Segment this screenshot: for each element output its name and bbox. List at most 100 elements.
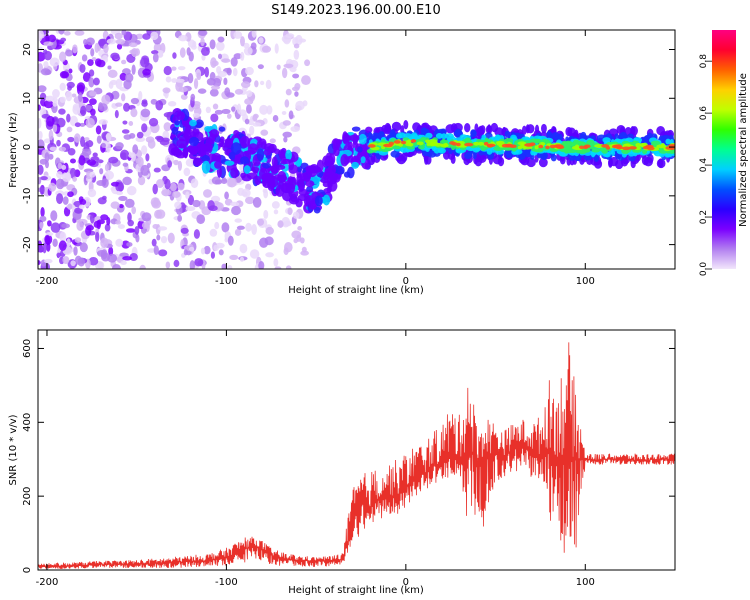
signal-blob: [250, 166, 260, 172]
noise-blob: [58, 108, 66, 115]
noise-blob: [178, 86, 188, 93]
signal-blob: [305, 180, 315, 188]
signal-blob: [333, 147, 340, 157]
noise-blob: [47, 220, 52, 227]
noise-blob: [210, 85, 221, 90]
noise-blob: [147, 139, 156, 149]
signal-blob: [176, 111, 186, 121]
carrier-blob: [477, 141, 485, 146]
carrier-blob: [622, 146, 631, 151]
noise-blob: [63, 31, 71, 36]
noise-blob: [211, 176, 222, 185]
carrier-blob: [571, 145, 580, 150]
noise-blob: [79, 242, 88, 253]
noise-blob: [152, 224, 159, 229]
carrier-blob: [657, 158, 664, 168]
signal-blob: [277, 174, 288, 182]
noise-blob: [164, 178, 171, 190]
noise-blob: [74, 122, 81, 128]
carrier-blob: [656, 144, 667, 149]
snr-xtick-label: -200: [36, 577, 59, 588]
carrier-blob: [450, 154, 456, 165]
noise-blob: [74, 207, 83, 214]
noise-blob: [288, 110, 294, 120]
noise-blob: [221, 58, 231, 63]
signal-blob: [282, 158, 292, 165]
noise-blob: [246, 104, 252, 114]
carrier-blob: [416, 141, 424, 146]
noise-blob: [209, 39, 216, 50]
noise-blob: [120, 149, 130, 161]
noise-blob: [141, 123, 148, 133]
noise-blob: [282, 120, 291, 126]
noise-blob: [72, 44, 78, 54]
noise-blob: [78, 155, 86, 166]
noise-blob: [90, 108, 96, 116]
carrier-blob: [545, 145, 550, 150]
noise-blob: [52, 89, 60, 99]
noise-blob: [74, 237, 82, 244]
noise-blob: [189, 260, 196, 269]
snr-line-layer: [38, 342, 675, 569]
noise-blob: [284, 242, 293, 253]
snr-xtick-label: 100: [576, 577, 595, 588]
noise-blob: [155, 135, 164, 141]
noise-blob: [141, 99, 148, 105]
noise-blob: [67, 136, 75, 143]
signal-blob: [240, 135, 250, 148]
noise-blob: [135, 158, 142, 164]
noise-blob: [180, 227, 189, 234]
snr-ytick-label: 600: [22, 339, 33, 358]
signal-blob: [254, 175, 262, 186]
carrier-blob: [408, 142, 414, 147]
signal-blob: [298, 179, 305, 192]
noise-blob: [68, 68, 73, 74]
carrier-blob: [605, 146, 611, 150]
carrier-blob: [400, 140, 407, 145]
signal-blob: [340, 154, 349, 167]
noise-blob: [206, 78, 216, 86]
noise-blob: [158, 249, 168, 257]
noise-blob: [141, 212, 152, 222]
carrier-blob: [519, 152, 524, 161]
noise-blob: [221, 108, 231, 114]
noise-blob: [74, 30, 85, 36]
noise-blob: [297, 226, 303, 231]
noise-blob: [209, 228, 218, 237]
noise-blob: [276, 64, 281, 70]
noise-blob: [56, 252, 62, 258]
noise-blob: [87, 188, 97, 198]
noise-blob: [295, 100, 305, 111]
carrier-blob: [410, 139, 416, 143]
noise-blob: [38, 164, 44, 175]
signal-blob: [214, 160, 222, 169]
noise-blob: [153, 167, 161, 173]
noise-blob: [115, 238, 124, 247]
signal-blob: [243, 165, 251, 174]
noise-blob: [59, 71, 68, 79]
noise-blob: [116, 43, 123, 50]
noise-blob: [171, 78, 178, 84]
signal-blob: [188, 136, 200, 147]
signal-blob: [351, 126, 361, 132]
noise-blob: [157, 52, 164, 58]
noise-blob: [78, 204, 85, 210]
noise-blob: [103, 43, 109, 54]
carrier-blob: [473, 141, 480, 146]
noise-blob: [142, 33, 151, 40]
noise-blob: [38, 85, 47, 93]
noise-blob: [60, 37, 67, 42]
noise-blob: [291, 230, 302, 239]
noise-blob: [111, 264, 121, 269]
signal-blob: [201, 160, 211, 174]
noise-blob: [114, 110, 119, 119]
noise-blob: [212, 103, 219, 110]
noise-blob: [52, 101, 58, 107]
noise-blob: [72, 176, 78, 182]
noise-blob: [252, 197, 262, 208]
noise-blob: [273, 258, 279, 267]
carrier-blob: [504, 130, 511, 138]
signal-blob: [246, 172, 258, 180]
noise-blob: [177, 66, 186, 71]
noise-blob: [300, 250, 309, 256]
